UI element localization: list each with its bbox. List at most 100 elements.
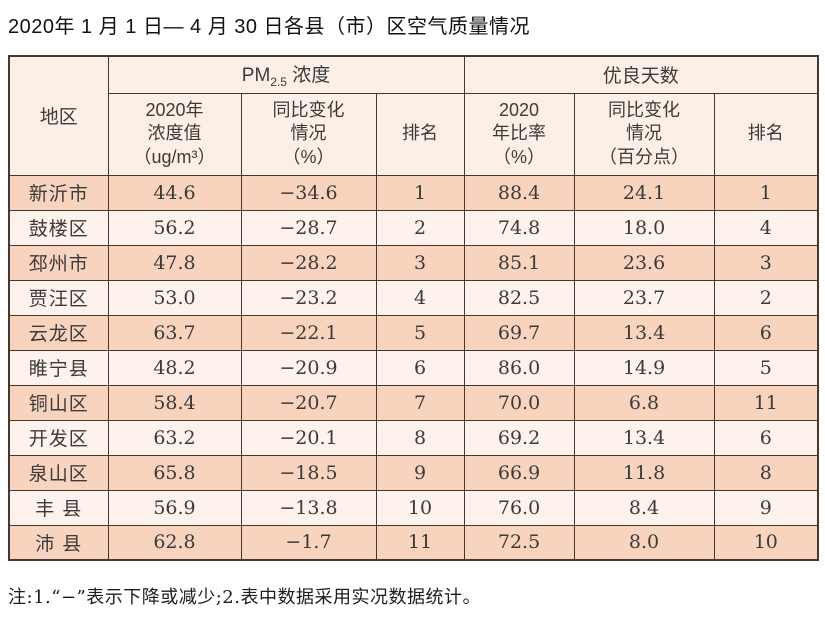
table-row: 鼓楼区 56.2 −28.7 2 74.8 18.0 4	[8, 209, 819, 246]
table-row: 沛 县 62.8 −1.7 11 72.5 8.0 10	[8, 524, 819, 561]
region-cell: 鼓楼区	[8, 209, 109, 246]
table-header: 地区 PM2.5 浓度 优良天数 2020年 浓度值 （ug/m³） 同比变化 …	[8, 55, 819, 176]
pm25-value-cell: 56.9	[107, 489, 242, 526]
header-good-days-group: 优良天数	[463, 55, 819, 94]
pm25-change-cell: −1.7	[240, 524, 377, 561]
good-rate-cell: 88.4	[463, 174, 575, 211]
air-quality-table: 地区 PM2.5 浓度 优良天数 2020年 浓度值 （ug/m³） 同比变化 …	[8, 55, 820, 561]
header-group-row: 地区 PM2.5 浓度 优良天数	[8, 55, 819, 176]
pm25-value-cell: 58.4	[107, 384, 242, 421]
good-rate-cell: 86.0	[463, 349, 575, 386]
good-rate-cell: 76.0	[463, 489, 575, 526]
page-title: 2020年 1 月 1 日— 4 月 30 日各县（市）区空气质量情况	[8, 16, 531, 38]
pm25-change-cell: −20.7	[240, 384, 377, 421]
pm25-value-cell: 53.0	[107, 279, 242, 316]
pm25-change-cell: −20.9	[240, 349, 377, 386]
pm25-change-cell: −13.8	[240, 489, 377, 526]
good-rank-cell: 3	[713, 244, 819, 281]
pm25-rank-cell: 1	[375, 174, 465, 211]
table-row: 丰 县 56.9 −13.8 10 76.0 8.4 9	[8, 489, 819, 526]
pm25-value-cell: 63.7	[107, 314, 242, 351]
good-change-cell: 13.4	[573, 419, 715, 456]
good-change-cell: 8.4	[573, 489, 715, 526]
pm25-change-cell: −23.2	[240, 279, 377, 316]
good-rank-cell: 9	[713, 489, 819, 526]
region-cell: 云龙区	[8, 314, 109, 351]
pm25-change-cell: −28.2	[240, 244, 377, 281]
table-row: 新沂市 44.6 −34.6 1 88.4 24.1 1	[8, 174, 819, 211]
header-good-rank: 排名	[713, 92, 819, 176]
good-rate-cell: 69.7	[463, 314, 575, 351]
header-pm25-group: PM2.5 浓度	[107, 55, 465, 94]
pm25-rank-cell: 3	[375, 244, 465, 281]
table-row: 邳州市 47.8 −28.2 3 85.1 23.6 3	[8, 244, 819, 281]
table-row: 睢宁县 48.2 −20.9 6 86.0 14.9 5	[8, 349, 819, 386]
good-change-cell: 11.8	[573, 454, 715, 491]
table-row: 泉山区 65.8 −18.5 9 66.9 11.8 8	[8, 454, 819, 491]
pm25-rank-cell: 9	[375, 454, 465, 491]
pm25-rank-cell: 2	[375, 209, 465, 246]
footnote: 注:1.“−”表示下降或减少;2.表中数据采用实况数据统计。	[8, 587, 481, 608]
good-change-cell: 13.4	[573, 314, 715, 351]
header-good-rate: 2020 年比率 （%）	[463, 92, 575, 176]
pm25-change-cell: −22.1	[240, 314, 377, 351]
pm25-value-cell: 63.2	[107, 419, 242, 456]
table-row: 贾汪区 53.0 −23.2 4 82.5 23.7 2	[8, 279, 819, 316]
pm25-change-cell: −28.7	[240, 209, 377, 246]
good-rank-cell: 2	[713, 279, 819, 316]
good-rate-cell: 85.1	[463, 244, 575, 281]
good-rank-cell: 8	[713, 454, 819, 491]
pm25-value-cell: 44.6	[107, 174, 242, 211]
pm25-value-cell: 48.2	[107, 349, 242, 386]
pm25-label-subscript: 2.5	[270, 75, 287, 90]
region-cell: 贾汪区	[8, 279, 109, 316]
good-rank-cell: 4	[713, 209, 819, 246]
region-cell: 丰 县	[8, 489, 109, 526]
good-rank-cell: 10	[713, 524, 819, 561]
good-rate-cell: 70.0	[463, 384, 575, 421]
pm25-change-cell: −34.6	[240, 174, 377, 211]
good-change-cell: 23.7	[573, 279, 715, 316]
header-pm25-value: 2020年 浓度值 （ug/m³）	[107, 92, 242, 176]
pm25-label-rest: 浓度	[286, 65, 331, 87]
region-cell: 开发区	[8, 419, 109, 456]
header-region: 地区	[8, 55, 109, 176]
header-sub-row: 2020年 浓度值 （ug/m³） 同比变化 情况 （%） 排名 2020 年比…	[9, 92, 819, 176]
pm25-rank-cell: 8	[375, 419, 465, 456]
pm25-change-cell: −18.5	[240, 454, 377, 491]
pm25-rank-cell: 5	[375, 314, 465, 351]
good-rank-cell: 5	[713, 349, 819, 386]
good-rate-cell: 82.5	[463, 279, 575, 316]
pm25-label-base: PM	[241, 65, 271, 87]
good-change-cell: 6.8	[573, 384, 715, 421]
region-cell: 邳州市	[8, 244, 109, 281]
good-rate-cell: 66.9	[463, 454, 575, 491]
good-rate-cell: 69.2	[463, 419, 575, 456]
header-good-change: 同比变化 情况 （百分点）	[573, 92, 715, 176]
region-cell: 新沂市	[8, 174, 109, 211]
good-change-cell: 24.1	[573, 174, 715, 211]
pm25-change-cell: −20.1	[240, 419, 377, 456]
table-row: 铜山区 58.4 −20.7 7 70.0 6.8 11	[8, 384, 819, 421]
pm25-rank-cell: 7	[375, 384, 465, 421]
good-rank-cell: 11	[713, 384, 819, 421]
region-cell: 铜山区	[8, 384, 109, 421]
good-rank-cell: 6	[713, 419, 819, 456]
good-rank-cell: 6	[713, 314, 819, 351]
pm25-rank-cell: 10	[375, 489, 465, 526]
pm25-value-cell: 65.8	[107, 454, 242, 491]
good-rate-cell: 72.5	[463, 524, 575, 561]
pm25-value-cell: 56.2	[107, 209, 242, 246]
good-change-cell: 18.0	[573, 209, 715, 246]
good-change-cell: 14.9	[573, 349, 715, 386]
pm25-value-cell: 62.8	[107, 524, 242, 561]
region-cell: 泉山区	[8, 454, 109, 491]
region-cell: 睢宁县	[8, 349, 109, 386]
pm25-rank-cell: 6	[375, 349, 465, 386]
good-rank-cell: 1	[713, 174, 819, 211]
good-rate-cell: 74.8	[463, 209, 575, 246]
table-body: 新沂市 44.6 −34.6 1 88.4 24.1 1 鼓楼区 56.2 −2…	[8, 174, 819, 561]
pm25-value-cell: 47.8	[107, 244, 242, 281]
table-row: 云龙区 63.7 −22.1 5 69.7 13.4 6	[8, 314, 819, 351]
